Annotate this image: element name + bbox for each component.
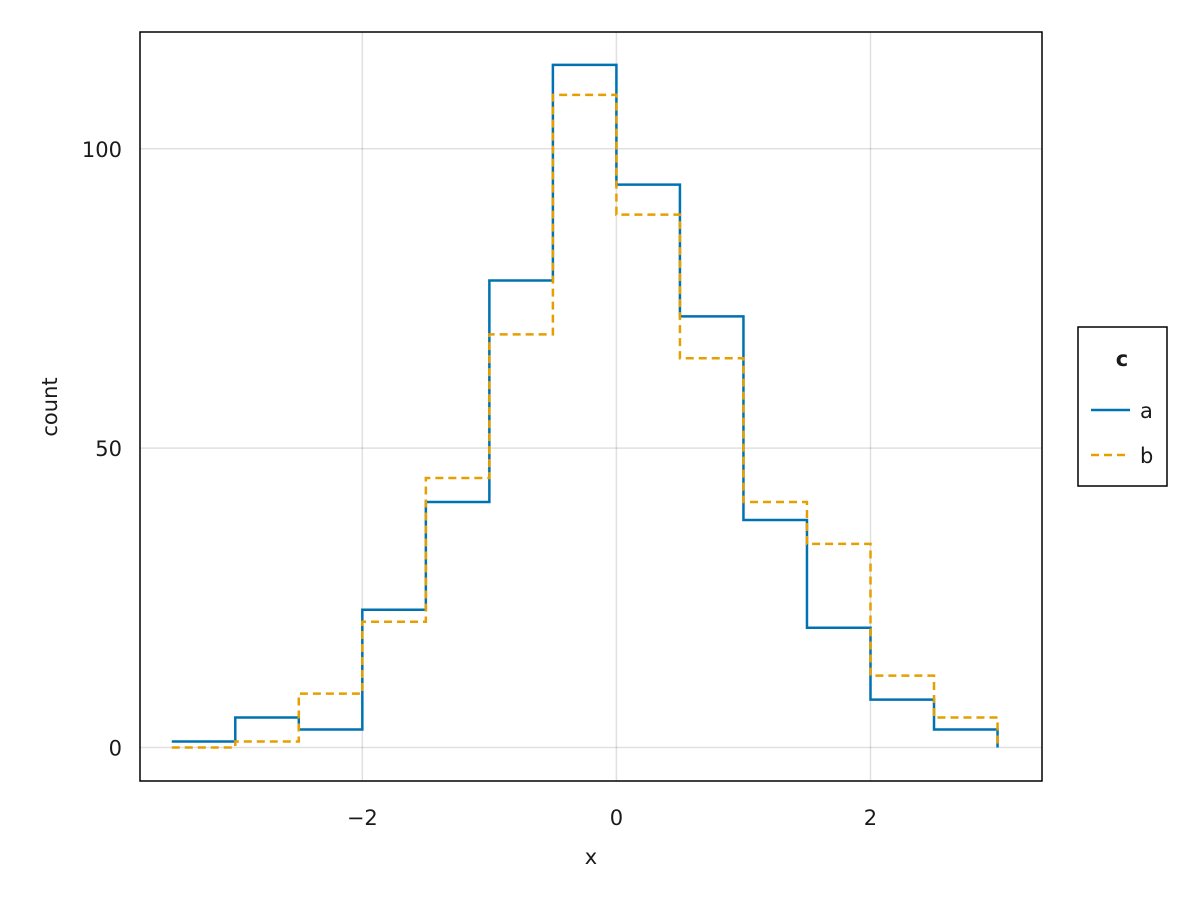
y-tick-label: 0 [109,736,122,760]
legend: c a b [1077,326,1168,487]
legend-title: c [1116,347,1128,371]
y-axis-ticks: 0 50 100 [82,138,122,761]
y-tick-label: 50 [95,437,122,461]
legend-box [1077,326,1168,487]
y-axis-label: count [38,377,62,436]
x-axis-label: x [585,845,597,869]
series-b-step-line [171,93,999,749]
series-a-step-line [171,63,999,748]
x-tick-label: −2 [347,806,378,830]
legend-label-a: a [1140,399,1153,423]
plot-frame [139,31,1043,782]
series-group [171,63,999,749]
y-tick-label: 100 [82,138,122,162]
x-tick-label: 0 [610,806,623,830]
x-tick-label: 2 [864,806,877,830]
x-axis-ticks: −2 0 2 [347,806,877,830]
legend-label-b: b [1140,444,1153,468]
